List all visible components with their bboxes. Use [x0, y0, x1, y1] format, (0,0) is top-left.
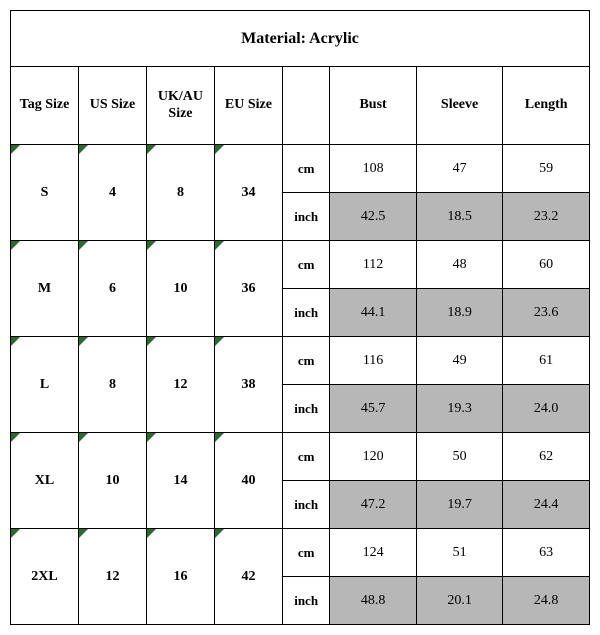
cell-sleeve-cm: 49: [416, 337, 503, 385]
header-row: Tag Size US Size UK/AU Size EU Size Bust…: [11, 67, 590, 145]
cell-length-inch: 24.8: [503, 577, 590, 625]
cell-length-cm: 60: [503, 241, 590, 289]
cell-eu: 36: [214, 241, 282, 337]
cell-sleeve-cm: 51: [416, 529, 503, 577]
cell-length-inch: 23.2: [503, 193, 590, 241]
table-row: 2XL 12 16 42 cm 124 51 63: [11, 529, 590, 577]
cell-unit-inch: inch: [282, 385, 329, 433]
cell-bust-cm: 120: [330, 433, 417, 481]
cell-us: 12: [78, 529, 146, 625]
cell-tag: M: [11, 241, 79, 337]
cell-sleeve-inch: 18.5: [416, 193, 503, 241]
cell-ukau: 16: [146, 529, 214, 625]
cell-length-cm: 62: [503, 433, 590, 481]
cell-bust-cm: 116: [330, 337, 417, 385]
cell-bust-inch: 44.1: [330, 289, 417, 337]
cell-bust-cm: 112: [330, 241, 417, 289]
cell-unit-cm: cm: [282, 145, 329, 193]
cell-tag: 2XL: [11, 529, 79, 625]
cell-sleeve-inch: 18.9: [416, 289, 503, 337]
cell-unit-inch: inch: [282, 577, 329, 625]
title-row: Material: Acrylic: [11, 11, 590, 67]
cell-length-inch: 23.6: [503, 289, 590, 337]
cell-bust-inch: 48.8: [330, 577, 417, 625]
cell-eu: 42: [214, 529, 282, 625]
table-row: XL 10 14 40 cm 120 50 62: [11, 433, 590, 481]
table-row: M 6 10 36 cm 112 48 60: [11, 241, 590, 289]
cell-unit-cm: cm: [282, 241, 329, 289]
cell-bust-cm: 108: [330, 145, 417, 193]
cell-us: 8: [78, 337, 146, 433]
cell-sleeve-cm: 48: [416, 241, 503, 289]
size-chart-table: Material: Acrylic Tag Size US Size UK/AU…: [10, 10, 590, 625]
cell-eu: 34: [214, 145, 282, 241]
cell-tag: L: [11, 337, 79, 433]
cell-us: 10: [78, 433, 146, 529]
cell-bust-cm: 124: [330, 529, 417, 577]
cell-ukau: 10: [146, 241, 214, 337]
cell-eu: 40: [214, 433, 282, 529]
table-row: L 8 12 38 cm 116 49 61: [11, 337, 590, 385]
cell-unit-inch: inch: [282, 289, 329, 337]
header-sleeve: Sleeve: [416, 67, 503, 145]
cell-sleeve-inch: 19.7: [416, 481, 503, 529]
cell-bust-inch: 45.7: [330, 385, 417, 433]
header-ukau: UK/AU Size: [146, 67, 214, 145]
cell-ukau: 12: [146, 337, 214, 433]
cell-sleeve-cm: 47: [416, 145, 503, 193]
cell-ukau: 8: [146, 145, 214, 241]
cell-eu: 38: [214, 337, 282, 433]
size-chart-container: Material: Acrylic Tag Size US Size UK/AU…: [10, 10, 590, 625]
cell-unit-inch: inch: [282, 193, 329, 241]
cell-sleeve-inch: 20.1: [416, 577, 503, 625]
header-length: Length: [503, 67, 590, 145]
cell-us: 4: [78, 145, 146, 241]
cell-bust-inch: 47.2: [330, 481, 417, 529]
cell-length-inch: 24.0: [503, 385, 590, 433]
cell-sleeve-cm: 50: [416, 433, 503, 481]
cell-length-cm: 59: [503, 145, 590, 193]
cell-us: 6: [78, 241, 146, 337]
cell-unit-cm: cm: [282, 337, 329, 385]
header-tag: Tag Size: [11, 67, 79, 145]
header-eu: EU Size: [214, 67, 282, 145]
table-row: S 4 8 34 cm 108 47 59: [11, 145, 590, 193]
cell-length-cm: 61: [503, 337, 590, 385]
cell-length-cm: 63: [503, 529, 590, 577]
cell-length-inch: 24.4: [503, 481, 590, 529]
cell-sleeve-inch: 19.3: [416, 385, 503, 433]
cell-unit-cm: cm: [282, 433, 329, 481]
header-unit: [282, 67, 329, 145]
header-bust: Bust: [330, 67, 417, 145]
cell-ukau: 14: [146, 433, 214, 529]
cell-bust-inch: 42.5: [330, 193, 417, 241]
cell-unit-cm: cm: [282, 529, 329, 577]
cell-unit-inch: inch: [282, 481, 329, 529]
cell-tag: XL: [11, 433, 79, 529]
material-title: Material: Acrylic: [11, 11, 590, 67]
cell-tag: S: [11, 145, 79, 241]
header-us: US Size: [78, 67, 146, 145]
